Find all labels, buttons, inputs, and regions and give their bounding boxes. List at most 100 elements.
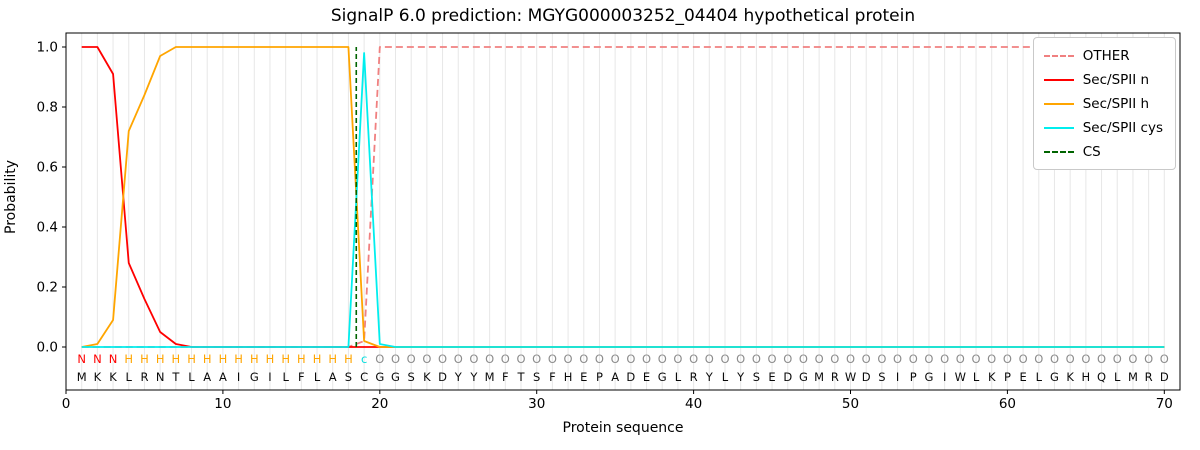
- residue-letter: M: [1128, 370, 1138, 384]
- x-tick-label: 70: [1156, 396, 1173, 412]
- region-label: O: [564, 352, 573, 366]
- residue-letter: G: [250, 370, 259, 384]
- residue-letter: Q: [1097, 370, 1106, 384]
- region-label: O: [626, 352, 635, 366]
- residue-letter: N: [156, 370, 165, 384]
- region-label: O: [815, 352, 824, 366]
- region-label: H: [313, 352, 322, 366]
- region-label: O: [1097, 352, 1106, 366]
- residue-letter: T: [171, 370, 180, 384]
- region-label: O: [768, 352, 777, 366]
- y-tick-label: 0.2: [37, 280, 58, 296]
- residue-letter: G: [924, 370, 933, 384]
- legend-label: OTHER: [1082, 47, 1130, 64]
- region-label: O: [799, 352, 808, 366]
- region-label: H: [187, 352, 196, 366]
- region-label: O: [391, 352, 400, 366]
- residue-letter: W: [845, 370, 856, 384]
- region-label: H: [219, 352, 228, 366]
- residue-letter: L: [188, 370, 195, 384]
- residue-letter: A: [203, 370, 211, 384]
- residue-letter: S: [753, 370, 760, 384]
- legend-label: Sec/SPII n: [1082, 71, 1150, 88]
- residue-letter: L: [126, 370, 133, 384]
- residue-letter: R: [140, 370, 148, 384]
- residue-letter: D: [862, 370, 871, 384]
- residue-letter: Y: [469, 370, 478, 384]
- residue-letter: Y: [454, 370, 463, 384]
- residue-letter: G: [658, 370, 667, 384]
- region-label: O: [548, 352, 557, 366]
- legend-item-sec-spii-n: Sec/SPII n: [1043, 69, 1163, 90]
- residue-letter: G: [391, 370, 400, 384]
- region-label: O: [720, 352, 729, 366]
- region-label: O: [971, 352, 980, 366]
- legend-label: CS: [1082, 143, 1101, 160]
- residue-letter: M: [814, 370, 824, 384]
- y-axis-label: Probability: [3, 160, 19, 234]
- axes: 0 10 20 30 40 50 60 70 0.0 0.2 0.4 0.6 0.8 1.0: [37, 32, 1181, 412]
- residue-letter: F: [502, 370, 509, 384]
- residue-letter: L: [675, 370, 682, 384]
- residue-letter: T: [516, 370, 525, 384]
- region-label: H: [281, 352, 290, 366]
- residue-letter: E: [1019, 370, 1026, 384]
- region-label: O: [469, 352, 478, 366]
- residue-letter: S: [533, 370, 540, 384]
- region-label: O: [1019, 352, 1028, 366]
- residue-letter: M: [485, 370, 495, 384]
- x-tick-label: 60: [999, 396, 1016, 412]
- region-label: O: [438, 352, 447, 366]
- residue-letter: P: [596, 370, 603, 384]
- residue-letter: S: [878, 370, 885, 384]
- residue-letter: L: [973, 370, 980, 384]
- residue-letter: K: [94, 370, 102, 384]
- residue-letter: G: [1050, 370, 1059, 384]
- region-label: H: [124, 352, 133, 366]
- y-tick-label: 0.4: [37, 220, 58, 236]
- chart-legend: OTHER Sec/SPII n Sec/SPII h Sec/SPII cys CS: [1032, 37, 1176, 170]
- series-line-sec-spii-cys: [81, 52, 1165, 348]
- gridlines: [81, 33, 1165, 390]
- region-label: H: [266, 352, 275, 366]
- y-tick-label: 1.0: [37, 40, 58, 56]
- residue-letter: S: [408, 370, 415, 384]
- legend-item-sec-spii-cys: Sec/SPII cys: [1043, 117, 1163, 138]
- residue-letter: L: [1036, 370, 1043, 384]
- region-label: O: [1113, 352, 1122, 366]
- legend-label: Sec/SPII cys: [1082, 119, 1163, 136]
- residue-letter: D: [438, 370, 447, 384]
- residue-letter: I: [268, 370, 271, 384]
- region-label: O: [579, 352, 588, 366]
- residue-letter: P: [910, 370, 917, 384]
- residue-letter: K: [109, 370, 117, 384]
- region-label: O: [516, 352, 525, 366]
- region-label: O: [689, 352, 698, 366]
- residue-letter: R: [690, 370, 698, 384]
- region-label: O: [924, 352, 933, 366]
- residue-letter: A: [611, 370, 619, 384]
- residue-letter: L: [314, 370, 321, 384]
- region-label: O: [1128, 352, 1137, 366]
- residue-letter: K: [988, 370, 996, 384]
- region-label: N: [77, 352, 86, 366]
- legend-item-cs: CS: [1043, 141, 1163, 162]
- residue-letter: A: [329, 370, 337, 384]
- region-label: O: [501, 352, 510, 366]
- residue-letter: I: [237, 370, 240, 384]
- x-axis-label: Protein sequence: [563, 420, 684, 436]
- legend-line-sample: [1043, 102, 1074, 105]
- chart-title: SignalP 6.0 prediction: MGYG000003252_04…: [331, 6, 915, 26]
- legend-label: Sec/SPII h: [1082, 95, 1150, 112]
- legend-line-sample: [1043, 150, 1074, 153]
- residue-letter: H: [1082, 370, 1091, 384]
- region-label: H: [140, 352, 149, 366]
- region-label: O: [877, 352, 886, 366]
- residue-letter: E: [768, 370, 775, 384]
- series-line-sec-spii-h: [81, 46, 1165, 348]
- residue-letter: K: [1066, 370, 1074, 384]
- region-label: O: [407, 352, 416, 366]
- region-label: O: [422, 352, 431, 366]
- region-label: O: [862, 352, 871, 366]
